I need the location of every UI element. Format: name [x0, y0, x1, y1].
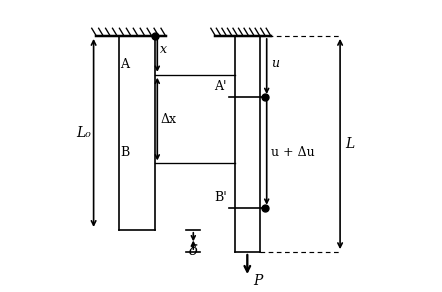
Text: A: A	[120, 58, 129, 71]
Text: Δx: Δx	[160, 113, 176, 126]
Text: B: B	[120, 146, 129, 159]
Text: P: P	[253, 274, 262, 288]
Text: u + Δu: u + Δu	[271, 146, 314, 159]
Text: x: x	[160, 43, 167, 56]
Text: L₀: L₀	[76, 126, 91, 140]
Text: u: u	[271, 57, 279, 70]
Text: L: L	[346, 137, 355, 151]
Text: A': A'	[214, 80, 227, 93]
Text: B': B'	[214, 191, 227, 204]
Text: δ: δ	[189, 244, 198, 258]
